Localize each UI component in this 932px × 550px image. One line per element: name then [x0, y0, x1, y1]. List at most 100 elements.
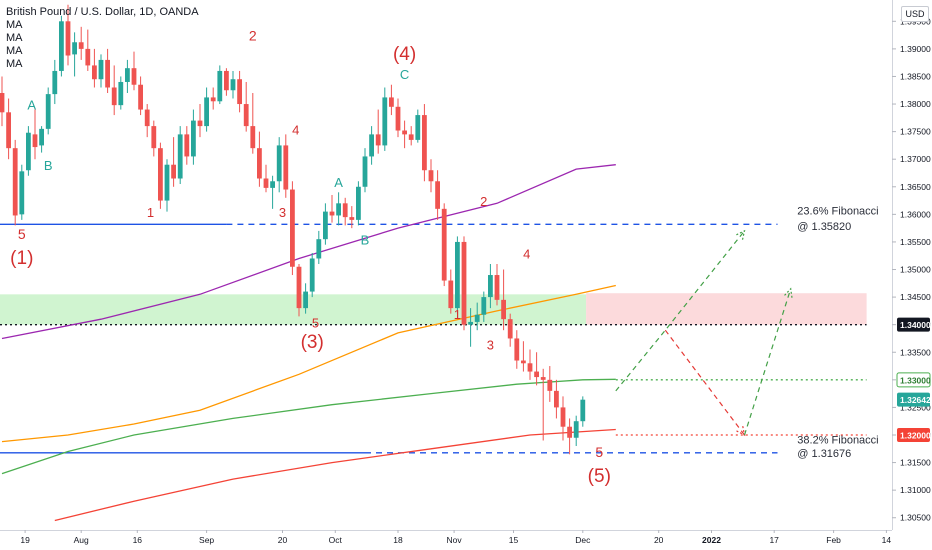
candle: [230, 70, 236, 99]
indicator-ma-3[interactable]: MA: [6, 45, 23, 57]
candle-body: [224, 70, 229, 91]
price-label-bg: [897, 392, 930, 407]
candle: [349, 206, 355, 229]
candle-body: [250, 126, 256, 149]
candle: [422, 104, 427, 182]
candle-body: [501, 299, 506, 320]
candle-body: [428, 170, 434, 182]
candle-body: [375, 134, 381, 146]
candle: [329, 195, 335, 223]
price-tick-label: 1.36500: [900, 182, 931, 192]
candle-body: [151, 126, 157, 149]
candle-body: [455, 241, 460, 309]
candle: [6, 98, 11, 160]
indicator-ma-1[interactable]: MA: [6, 19, 23, 31]
candle: [26, 126, 31, 176]
green-path-upper-arrowhead: [736, 229, 746, 240]
candle-body: [580, 399, 586, 422]
indicator-ma-2[interactable]: MA: [6, 32, 23, 44]
wave-label: 1: [454, 307, 461, 322]
indicator-ma-4[interactable]: MA: [6, 58, 23, 70]
candle-body: [164, 164, 170, 201]
price-tick-label: 1.32500: [900, 402, 931, 412]
candle: [125, 59, 130, 94]
candle: [356, 181, 361, 226]
candle-body: [441, 208, 447, 281]
moving-average-line-1: [1, 164, 616, 340]
time-tick-label: 20: [278, 535, 288, 545]
price-tick-label: 1.31500: [900, 458, 931, 468]
time-axis[interactable]: 19 Aug 16 Sep 20 Oct 18 Nov 15 Dec 20 2022 17 Feb 14: [0, 530, 892, 545]
candle: [342, 197, 348, 226]
candle-body: [158, 148, 163, 201]
price-axis[interactable]: 1.395001.390001.385001.380001.375001.370…: [892, 0, 931, 530]
candle-body: [144, 109, 150, 127]
candle-body: [481, 297, 487, 315]
price-tick-label: 1.38000: [900, 99, 931, 109]
wave-label: 4: [523, 246, 530, 261]
wave-label: 5: [312, 315, 319, 330]
price-label-text: 1.34000: [900, 320, 931, 330]
price-tick-label: 1.39000: [900, 44, 931, 54]
candle: [488, 264, 493, 309]
candle: [389, 84, 394, 116]
candle: [428, 159, 434, 193]
moving-average-line-4: [54, 428, 616, 522]
candle-body: [171, 164, 176, 179]
zones-layer: [0, 293, 867, 325]
wave-labels-layer: 5 (1) A B 1 2 4 3 5 (3) A B (4) C 2 1 3 4 5 (5): [10, 28, 611, 487]
price-tick-label: 1.34500: [900, 292, 931, 302]
green-path-lower-arrowhead: [784, 287, 793, 298]
candle-body: [349, 217, 355, 220]
candle: [250, 93, 256, 154]
candle-body: [111, 87, 117, 106]
candle: [382, 87, 388, 151]
candle-body: [534, 371, 539, 378]
candle: [521, 341, 526, 372]
price-label-bg: [897, 317, 930, 332]
candle: [45, 87, 51, 135]
price-tick-label: 1.36000: [900, 209, 931, 219]
candle: [527, 349, 533, 380]
candle: [164, 159, 170, 212]
candle: [461, 236, 467, 331]
fibonacci-annotation-title: 23.6% Fibonacci: [797, 205, 878, 217]
candle: [547, 366, 553, 402]
candle: [204, 87, 209, 132]
candle: [12, 139, 18, 226]
price-label-text: 1.32000: [900, 430, 931, 440]
time-tick-label: 15: [509, 535, 519, 545]
wave-label: C: [400, 67, 409, 82]
candle: [296, 264, 302, 317]
candle-body: [547, 379, 553, 391]
wave-label: (5): [588, 466, 611, 487]
wave-label: 1: [147, 205, 154, 220]
candle: [323, 203, 328, 245]
fibonacci-annotation-title: 38.2% Fibonacci: [797, 434, 878, 446]
candle-body: [204, 97, 209, 127]
candle: [177, 126, 183, 185]
price-tick-label: 1.37500: [900, 127, 931, 137]
candle: [554, 379, 559, 419]
candle: [111, 65, 117, 116]
time-tick-label: 19: [20, 535, 30, 545]
fibonacci-annotation-value: @ 1.35820: [797, 221, 851, 233]
candle: [39, 126, 44, 153]
wave-label: A: [334, 175, 343, 190]
currency-button[interactable]: USD: [901, 6, 929, 22]
time-tick-label: Sep: [199, 535, 214, 545]
candle-body: [118, 81, 124, 106]
candle-body: [78, 42, 84, 49]
candle-body: [131, 68, 137, 85]
candle: [243, 81, 249, 132]
price-label-text: 1.33000: [900, 375, 931, 385]
candle: [210, 87, 216, 110]
candle: [276, 137, 282, 193]
wave-label: 2: [249, 28, 257, 44]
green-path-lower: [743, 288, 792, 436]
candle: [197, 104, 203, 138]
candle: [290, 181, 295, 276]
candle-body: [263, 178, 269, 188]
